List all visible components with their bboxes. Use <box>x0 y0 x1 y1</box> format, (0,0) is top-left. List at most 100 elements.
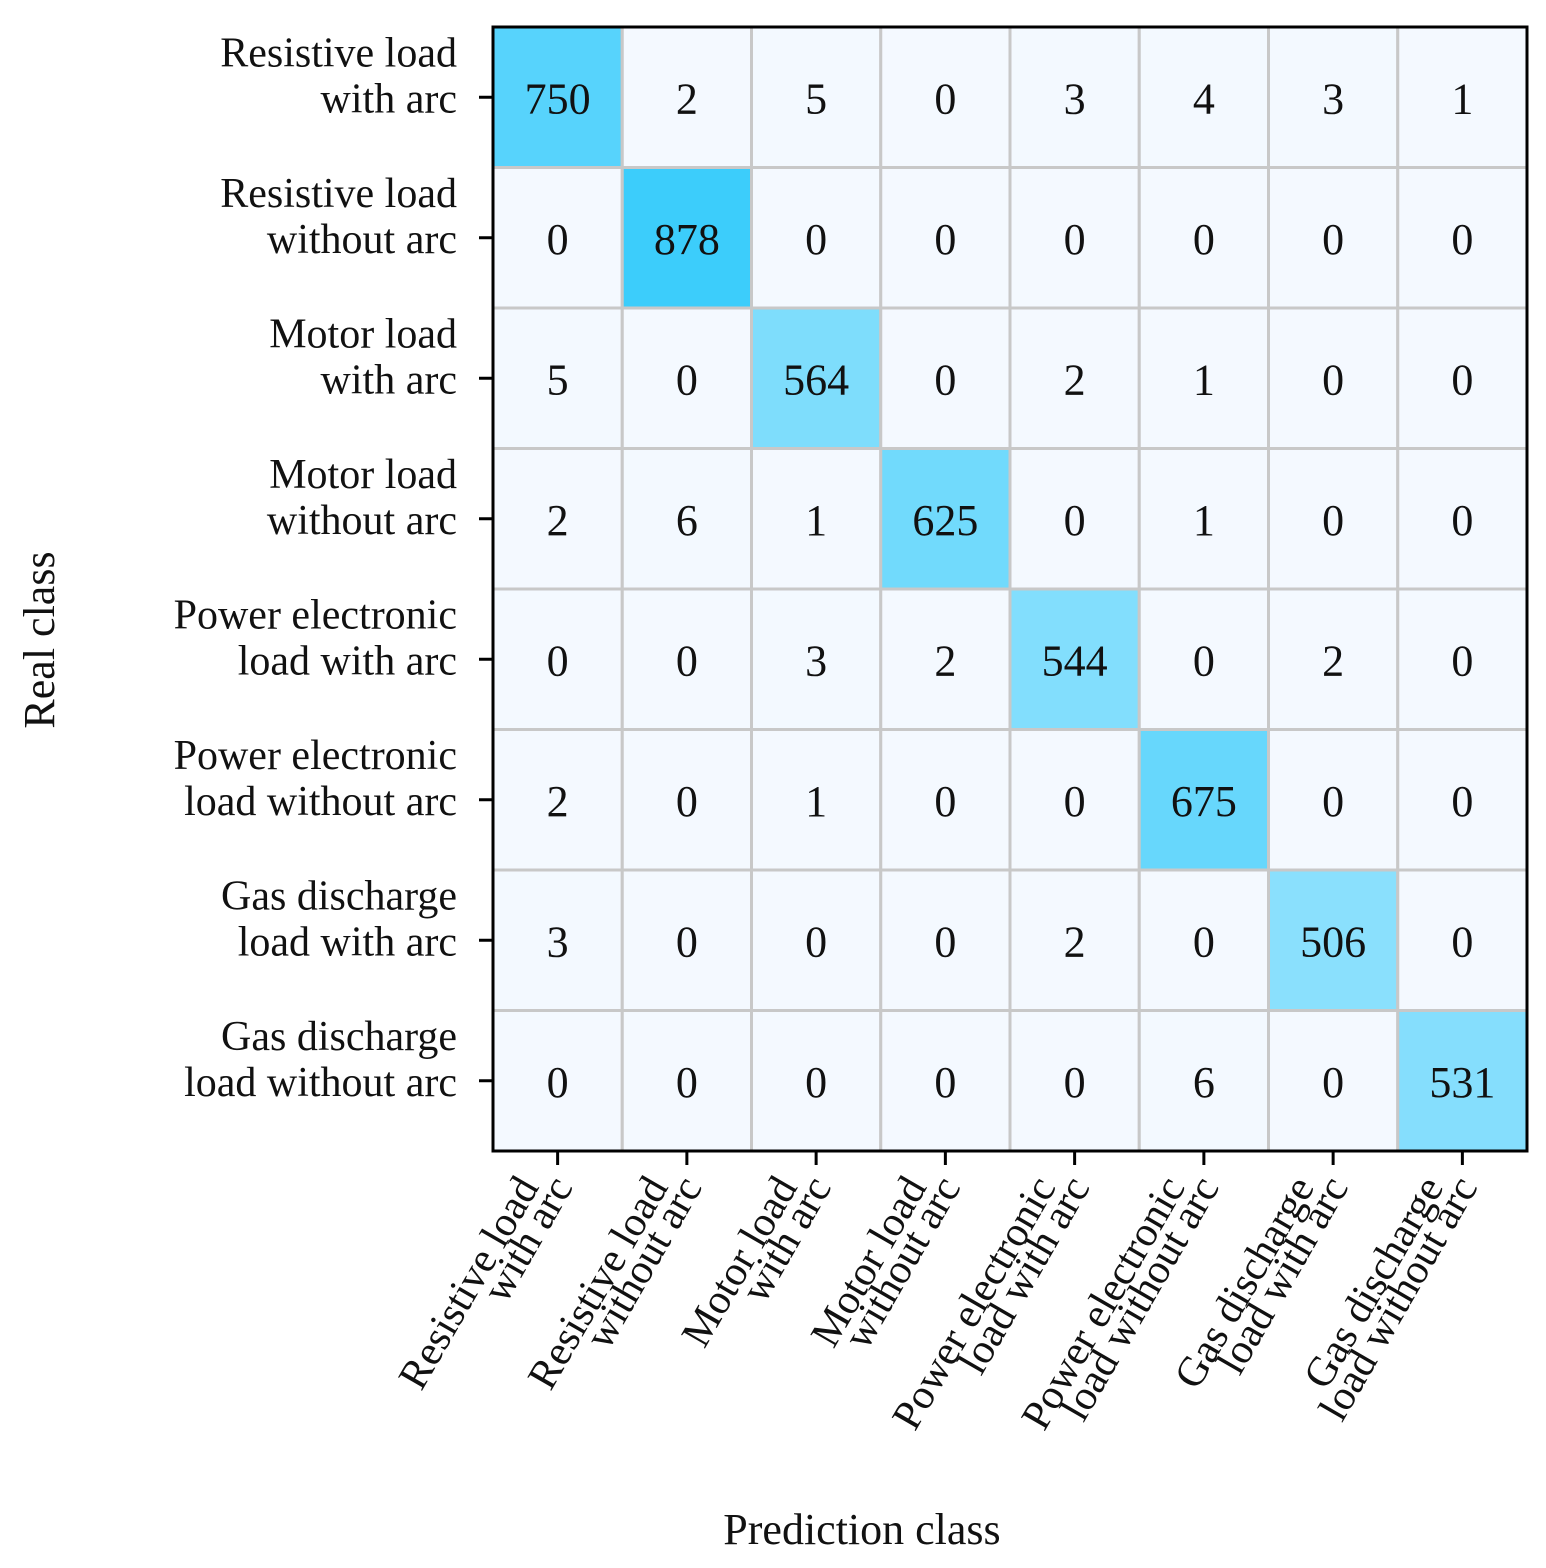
heatmap-cell-r6-c1 <box>620 868 753 1012</box>
cell-value-r1-c3: 0 <box>934 215 956 264</box>
cell-value-r4-c5: 0 <box>1193 636 1215 685</box>
cell-value-r0-c1: 2 <box>676 74 698 123</box>
heatmap-cell-r4-c3 <box>879 587 1012 731</box>
heatmap-cell-r2-c1 <box>620 306 753 450</box>
cell-value-r5-c2: 1 <box>805 777 827 826</box>
heatmap-cell-r3-c3 <box>879 447 1012 591</box>
heatmap-cell-r0-c5 <box>1137 25 1270 169</box>
heatmap-cell-r3-c4 <box>1008 447 1141 591</box>
heatmap-cell-r1-c7 <box>1396 166 1529 310</box>
y-tick-label: Gas discharge <box>221 1014 457 1060</box>
heatmap-cell-r2-c3 <box>879 306 1012 450</box>
cell-value-r2-c3: 0 <box>934 355 956 404</box>
heatmap-cell-r6-c7 <box>1396 868 1529 1012</box>
cell-value-r5-c7: 0 <box>1451 777 1473 826</box>
y-tick-label: without arc <box>267 217 457 263</box>
heatmap-cell-r6-c5 <box>1137 868 1270 1012</box>
cell-value-r2-c6: 0 <box>1322 355 1344 404</box>
heatmap-cell-r1-c1 <box>620 166 753 310</box>
cell-value-r3-c1: 6 <box>676 496 698 545</box>
cell-value-r6-c2: 0 <box>805 917 827 966</box>
cell-value-r4-c1: 0 <box>676 636 698 685</box>
cell-value-r7-c6: 0 <box>1322 1058 1344 1107</box>
heatmap-cell-r5-c2 <box>750 728 883 872</box>
heatmap-cell-r1-c3 <box>879 166 1012 310</box>
heatmap-cell-r7-c4 <box>1008 1009 1141 1153</box>
cell-value-r2-c7: 0 <box>1451 355 1473 404</box>
y-axis-label: Real class <box>15 551 64 728</box>
cell-value-r7-c3: 0 <box>934 1058 956 1107</box>
cell-value-r6-c0: 3 <box>547 917 569 966</box>
cell-value-r5-c5: 675 <box>1171 777 1237 826</box>
x-axis-label: Prediction class <box>723 1505 1000 1554</box>
cell-value-r4-c7: 0 <box>1451 636 1473 685</box>
cell-value-r6-c4: 2 <box>1064 917 1086 966</box>
y-tick-label: with arc <box>321 76 457 122</box>
heatmap-cell-r3-c2 <box>750 447 883 591</box>
y-tick-label: Power electronic <box>174 733 457 779</box>
cell-value-r3-c0: 2 <box>547 496 569 545</box>
cell-value-r5-c3: 0 <box>934 777 956 826</box>
heatmap-cell-r4-c7 <box>1396 587 1529 731</box>
cell-value-r0-c5: 4 <box>1193 74 1215 123</box>
cell-value-r5-c0: 2 <box>547 777 569 826</box>
cell-value-r7-c1: 0 <box>676 1058 698 1107</box>
cell-value-r5-c1: 0 <box>676 777 698 826</box>
y-tick-label: Resistive load <box>220 30 457 76</box>
cell-value-labels: 750 2 5 0 3 4 3 1 0 878 0 0 0 0 0 0 5 0 564 0 2 1 0 0 2 6 1 625 0 1 0 0… <box>525 74 1496 1107</box>
cell-value-r1-c4: 0 <box>1064 215 1086 264</box>
cell-value-r6-c7: 0 <box>1451 917 1473 966</box>
heatmap-cell-r0-c0 <box>491 25 624 169</box>
cell-value-r7-c7: 531 <box>1429 1058 1495 1107</box>
cell-value-r1-c0: 0 <box>547 215 569 264</box>
heatmap-cell-r2-c6 <box>1267 306 1400 450</box>
heatmap-cell-r5-c6 <box>1267 728 1400 872</box>
heatmap-cell-r2-c5 <box>1137 306 1270 450</box>
cell-value-r3-c5: 1 <box>1193 496 1215 545</box>
cell-value-r2-c5: 1 <box>1193 355 1215 404</box>
heatmap-cell-r5-c5 <box>1137 728 1270 872</box>
heatmap-cell-r7-c2 <box>750 1009 883 1153</box>
cell-value-r1-c7: 0 <box>1451 215 1473 264</box>
cell-value-r7-c2: 0 <box>805 1058 827 1107</box>
y-tick-label: Resistive load <box>220 171 457 217</box>
cell-value-r2-c0: 5 <box>547 355 569 404</box>
heatmap-cell-r2-c4 <box>1008 306 1141 450</box>
y-tick-label: load without arc <box>184 1060 457 1106</box>
y-tick-label: Power electronic <box>174 592 457 638</box>
cell-value-r4-c4: 544 <box>1042 636 1108 685</box>
cell-value-r0-c0: 750 <box>525 74 591 123</box>
heatmap-cell-r1-c5 <box>1137 166 1270 310</box>
cell-value-r0-c6: 3 <box>1322 74 1344 123</box>
cell-value-r6-c6: 506 <box>1300 917 1366 966</box>
cell-value-r1-c6: 0 <box>1322 215 1344 264</box>
cell-value-r7-c0: 0 <box>547 1058 569 1107</box>
cell-value-r4-c3: 2 <box>934 636 956 685</box>
cell-value-r5-c4: 0 <box>1064 777 1086 826</box>
cell-value-r4-c2: 3 <box>805 636 827 685</box>
cell-value-r4-c0: 0 <box>547 636 569 685</box>
cell-value-r1-c2: 0 <box>805 215 827 264</box>
cell-value-r0-c3: 0 <box>934 74 956 123</box>
heatmap-cell-r2-c2 <box>750 306 883 450</box>
y-tick-label: load with arc <box>238 638 457 684</box>
cell-value-r0-c2: 5 <box>805 74 827 123</box>
cell-value-r1-c5: 0 <box>1193 215 1215 264</box>
y-tick-label: load without arc <box>184 779 457 825</box>
cell-value-r7-c5: 6 <box>1193 1058 1215 1107</box>
y-tick-label: Motor load <box>269 452 457 498</box>
cell-value-r3-c7: 0 <box>1451 496 1473 545</box>
cell-value-r3-c6: 0 <box>1322 496 1344 545</box>
cell-value-r6-c3: 0 <box>934 917 956 966</box>
cell-value-r3-c4: 0 <box>1064 496 1086 545</box>
heatmap-cell-r5-c4 <box>1008 728 1141 872</box>
y-tick-label: without arc <box>267 498 457 544</box>
heatmap-cell-r6-c2 <box>750 868 883 1012</box>
heatmap-cell-r6-c0 <box>491 868 624 1012</box>
y-tick-label: with arc <box>321 357 457 403</box>
cell-value-r6-c1: 0 <box>676 917 698 966</box>
heatmap-cell-r5-c1 <box>620 728 753 872</box>
